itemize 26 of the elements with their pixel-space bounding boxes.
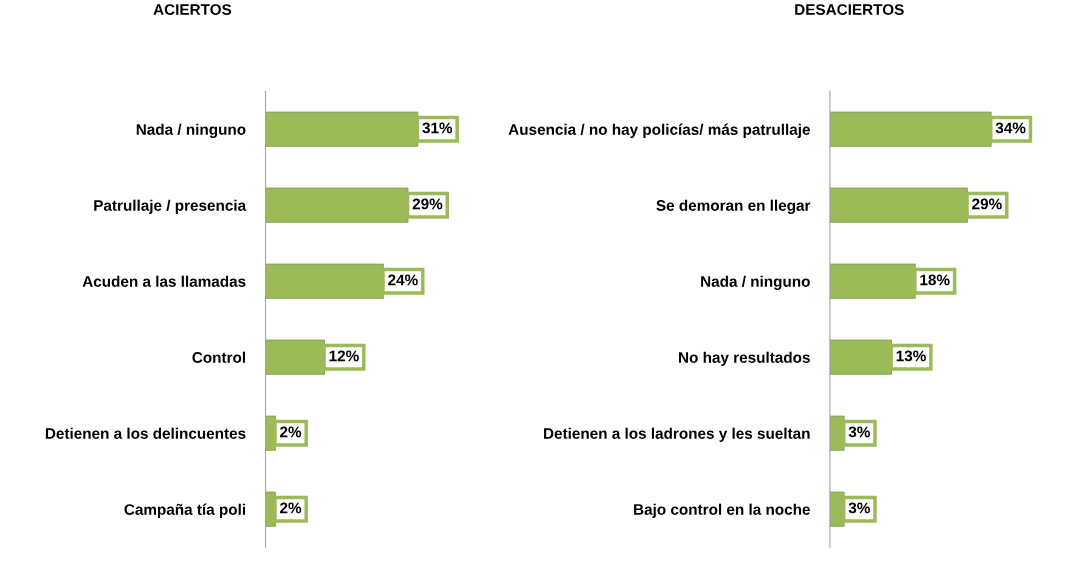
y-tick-label: Se demoran en llegar	[656, 199, 811, 214]
data-label: 24%	[388, 274, 418, 286]
data-label: 2%	[280, 502, 302, 514]
y-tick-label: Control	[192, 351, 245, 363]
chart-title: ACIERTOS	[153, 4, 232, 15]
data-label: 34%	[995, 122, 1026, 134]
y-tick-label: Bajo control en la noche	[634, 503, 810, 518]
data-label: 12%	[329, 350, 359, 362]
data-label: 29%	[972, 198, 1002, 210]
data-label: 2%	[280, 426, 302, 438]
data-label: 3%	[848, 502, 870, 514]
data-label: 31%	[422, 122, 453, 134]
y-tick-label: Nada / ninguno	[701, 275, 810, 290]
y-tick-label: Ausencia / no hay policías/ más patrullaje	[508, 123, 810, 138]
data-label: 13%	[896, 350, 926, 362]
y-tick-label: Acuden a las llamadas	[82, 275, 246, 287]
data-label: 3%	[848, 426, 870, 438]
data-label: 18%	[920, 274, 950, 286]
y-tick-label: Detienen a los ladrones y les sueltan	[544, 427, 810, 442]
y-tick-label: Patrullaje / presencia	[94, 199, 247, 214]
y-tick-label: No hay resultados	[679, 351, 810, 366]
chart-title: DESACIERTOS	[795, 4, 904, 15]
y-tick-label: Campaña tía poli	[124, 503, 246, 518]
data-label: 29%	[412, 198, 443, 210]
y-tick-label: Detienen a los delincuentes	[45, 427, 246, 439]
y-tick-label: Nada / ninguno	[136, 123, 246, 138]
